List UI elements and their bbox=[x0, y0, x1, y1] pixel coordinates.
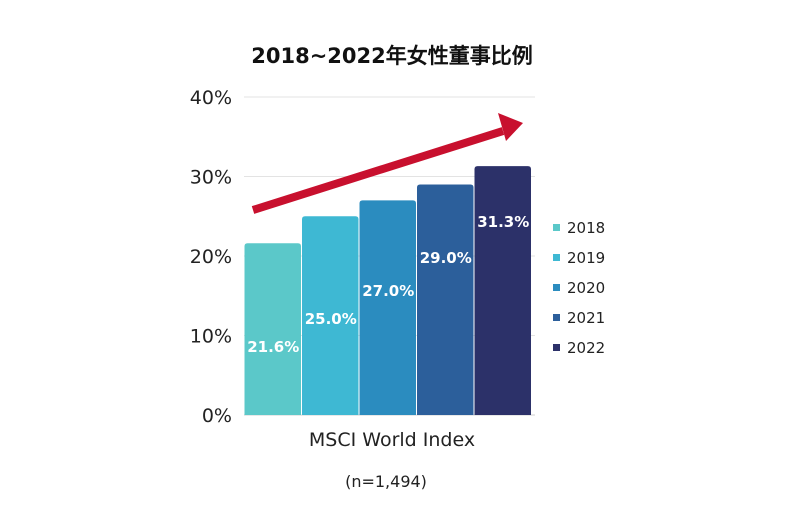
legend-label-2020: 2020 bbox=[567, 279, 605, 297]
legend-swatch-2022 bbox=[553, 344, 560, 351]
legend-label-2022: 2022 bbox=[567, 339, 605, 357]
legend-label-2018: 2018 bbox=[567, 219, 605, 237]
chart-title: 2018~2022年女性董事比例 bbox=[251, 44, 533, 68]
y-tick-label: 10% bbox=[190, 326, 232, 348]
bar-2022 bbox=[474, 166, 531, 415]
bar-2021 bbox=[417, 184, 474, 415]
legend-swatch-2021 bbox=[553, 314, 560, 321]
data-label-2019: 25.0% bbox=[305, 310, 357, 328]
trend-arrow bbox=[251, 127, 505, 214]
x-axis-label: MSCI World Index bbox=[309, 429, 475, 451]
data-label-2018: 21.6% bbox=[247, 338, 299, 356]
legend-swatch-2019 bbox=[553, 254, 560, 261]
legend-swatch-2018 bbox=[553, 224, 560, 231]
y-tick-label: 20% bbox=[190, 246, 232, 268]
trend-arrow-head-icon bbox=[498, 113, 523, 141]
legend-label-2019: 2019 bbox=[567, 249, 605, 267]
data-label-2020: 27.0% bbox=[362, 282, 414, 300]
bar-2018 bbox=[244, 243, 301, 415]
y-tick-label: 40% bbox=[190, 87, 232, 109]
y-tick-label: 0% bbox=[202, 405, 232, 427]
data-label-2022: 31.3% bbox=[477, 213, 529, 231]
data-label-2021: 29.0% bbox=[420, 249, 472, 267]
sample-size-note: (n=1,494) bbox=[345, 472, 427, 491]
y-tick-label: 30% bbox=[190, 167, 232, 189]
bar-2020 bbox=[359, 200, 416, 415]
legend-label-2021: 2021 bbox=[567, 309, 605, 327]
bar-2019 bbox=[302, 216, 359, 415]
legend-swatch-2020 bbox=[553, 284, 560, 291]
